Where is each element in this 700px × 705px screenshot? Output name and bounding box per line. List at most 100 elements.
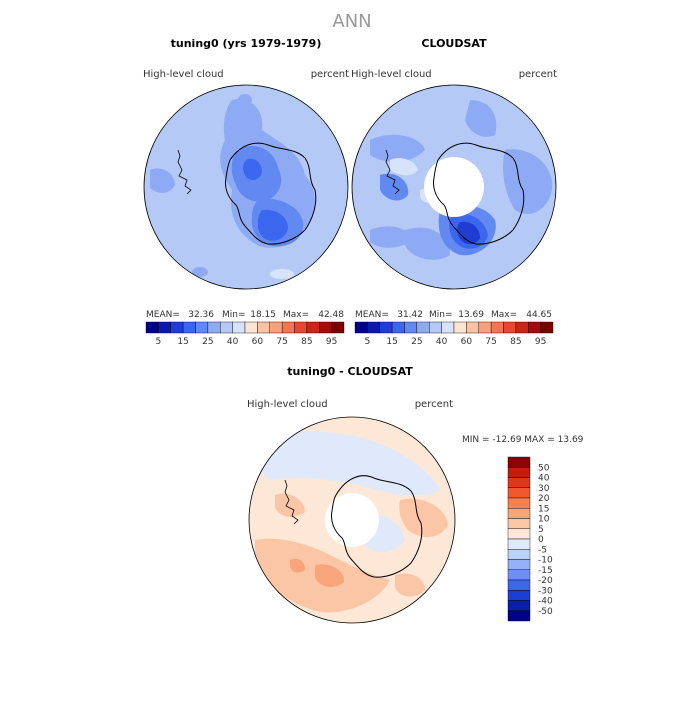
colorbar-obs-tick-label: 25 xyxy=(411,337,422,347)
colorbar-diff-swatch-4 xyxy=(507,497,531,509)
panel-model: tuning0 (yrs 1979-1979) High-level cloud… xyxy=(143,37,349,347)
colorbar-diff-swatch-14 xyxy=(507,600,531,611)
panel-diff: tuning0 - CLOUDSAT High-level cloud perc… xyxy=(247,365,584,624)
colorbar-model-swatch-12 xyxy=(294,321,308,334)
colorbar-diff-tick-label: -15 xyxy=(538,566,553,576)
variable-label-diff: High-level cloud xyxy=(247,399,328,410)
colorbar-obs-tick-label: 60 xyxy=(461,337,473,347)
stat-max-value-model: 42.48 xyxy=(318,310,344,320)
map-frame-diff xyxy=(248,416,456,624)
colorbar-model-tick-label: 5 xyxy=(156,337,162,347)
colorbar-model-swatch-11 xyxy=(281,321,295,334)
stat-max-value-obs: 44.65 xyxy=(526,310,552,320)
colorbar-obs-swatch-5 xyxy=(416,321,430,334)
colorbar-diff-swatch-0 xyxy=(507,456,531,468)
colorbar-obs-swatch-7 xyxy=(441,321,455,334)
panel-obs: CLOUDSAT High-level cloud percent MEAN= … xyxy=(351,37,557,347)
colorbar-diff-swatch-15 xyxy=(507,610,531,622)
variable-label-obs: High-level cloud xyxy=(351,69,432,80)
page-title: ANN xyxy=(332,11,371,32)
colorbar-diff-swatch-13 xyxy=(507,590,531,601)
colorbar-model-swatch-5 xyxy=(207,321,221,334)
colorbar-diff-swatch-7 xyxy=(507,528,531,540)
stat-mean-label-model: MEAN= xyxy=(146,310,180,320)
colorbar-model-tick-label: 15 xyxy=(177,337,188,347)
colorbar-model-tick-label: 25 xyxy=(202,337,213,347)
colorbar-diff-swatch-2 xyxy=(507,477,531,488)
stat-min-label-obs: Min= xyxy=(429,310,453,320)
colorbar-obs-swatch-3 xyxy=(391,321,405,334)
units-label-diff: percent xyxy=(415,399,453,410)
colorbar-diff-tick-label: -50 xyxy=(538,607,553,617)
stat-max-label-model: Max= xyxy=(283,310,309,320)
colorbar-model-swatch-4 xyxy=(195,321,209,334)
colorbar-diff-tick-label: 5 xyxy=(538,525,544,535)
colorbar-obs-swatch-9 xyxy=(466,321,479,334)
colorbar-obs-swatch-12 xyxy=(503,321,517,334)
colorbar-obs-swatch-14 xyxy=(528,321,541,334)
colorbar-model-swatch-7 xyxy=(232,321,246,334)
colorbar-model-swatch-0 xyxy=(145,321,159,334)
colorbar-diff-swatch-3 xyxy=(507,487,531,499)
colorbar-model-swatch-13 xyxy=(306,321,320,334)
colorbar-model-tick-label: 95 xyxy=(326,337,337,347)
colorbar-model-swatch-8 xyxy=(244,321,258,334)
colorbar-obs-tick-label: 95 xyxy=(535,337,546,347)
map-frame-obs xyxy=(351,84,557,290)
stat-min-label-model: Min= xyxy=(222,310,246,320)
stat-mean-value-model: 32.36 xyxy=(188,310,214,320)
panel-title-model: tuning0 (yrs 1979-1979) xyxy=(171,37,322,50)
colorbar-obs-swatch-11 xyxy=(490,321,504,334)
colorbar-diff-swatch-8 xyxy=(507,538,531,550)
colorbar-diff-tick-label: 0 xyxy=(538,535,544,545)
stat-min-value-model: 18.15 xyxy=(250,310,276,320)
colorbar-model-swatch-10 xyxy=(269,321,283,334)
colorbar-obs-swatch-0 xyxy=(354,321,368,334)
colorbar-diff-swatch-11 xyxy=(507,569,531,581)
colorbar-diff-tick-label: -10 xyxy=(538,556,553,566)
minmax-label-diff: MIN = -12.69 MAX = 13.69 xyxy=(462,435,584,445)
colorbar-diff-tick-label: 15 xyxy=(538,504,549,514)
units-label-obs: percent xyxy=(519,69,557,80)
colorbar-diff-swatch-9 xyxy=(507,549,531,560)
colorbar-model-tick-label: 75 xyxy=(276,337,287,347)
colorbar-model-swatch-15 xyxy=(331,321,345,334)
colorbar-diff-tick-label: -40 xyxy=(538,597,553,607)
colorbar-obs-swatch-2 xyxy=(379,321,393,334)
colorbar-diff-swatch-1 xyxy=(507,467,531,478)
colorbar-model-swatch-3 xyxy=(182,321,196,334)
map-frame-model xyxy=(143,84,349,290)
colorbar-obs-swatch-8 xyxy=(453,321,467,334)
panel-title-diff: tuning0 - CLOUDSAT xyxy=(287,365,413,378)
colorbar-model-tick-label: 40 xyxy=(227,337,239,347)
units-label-model: percent xyxy=(311,69,349,80)
colorbar-model-swatch-14 xyxy=(319,321,332,334)
colorbar-model-tick-label: 85 xyxy=(301,337,312,347)
colorbar-obs-tick-label: 40 xyxy=(436,337,448,347)
colorbar-diff-tick-label: 50 xyxy=(538,463,550,473)
colorbar-obs-swatch-6 xyxy=(429,321,442,334)
colorbar-obs-tick-label: 85 xyxy=(510,337,521,347)
stat-mean-value-obs: 31.42 xyxy=(397,310,423,320)
stat-min-value-obs: 13.69 xyxy=(458,310,484,320)
polar-map-diff xyxy=(249,417,455,623)
colorbar-model-swatch-6 xyxy=(220,321,233,334)
variable-label-model: High-level cloud xyxy=(143,69,224,80)
colorbar-diff-tick-label: -30 xyxy=(538,586,553,596)
colorbar-model-tick-label: 60 xyxy=(252,337,264,347)
colorbar-diff-tick-label: -20 xyxy=(538,576,553,586)
colorbar-obs-swatch-10 xyxy=(478,321,492,334)
colorbar-obs-tick-label: 15 xyxy=(386,337,397,347)
colorbar-diff-swatch-6 xyxy=(507,518,531,529)
colorbar-obs: 5 15 25 40 60 75 85 95 xyxy=(354,321,554,347)
colorbar-diff-swatch-12 xyxy=(507,579,531,591)
panel-title-obs: CLOUDSAT xyxy=(421,37,487,50)
colorbar-obs-tick-label: 5 xyxy=(365,337,371,347)
colorbar-model-swatch-2 xyxy=(170,321,184,334)
colorbar-diff-tick-label: 40 xyxy=(538,474,550,484)
colorbar-obs-tick-label: 75 xyxy=(485,337,496,347)
colorbar-model-swatch-9 xyxy=(257,321,270,334)
colorbar-obs-swatch-4 xyxy=(404,321,418,334)
